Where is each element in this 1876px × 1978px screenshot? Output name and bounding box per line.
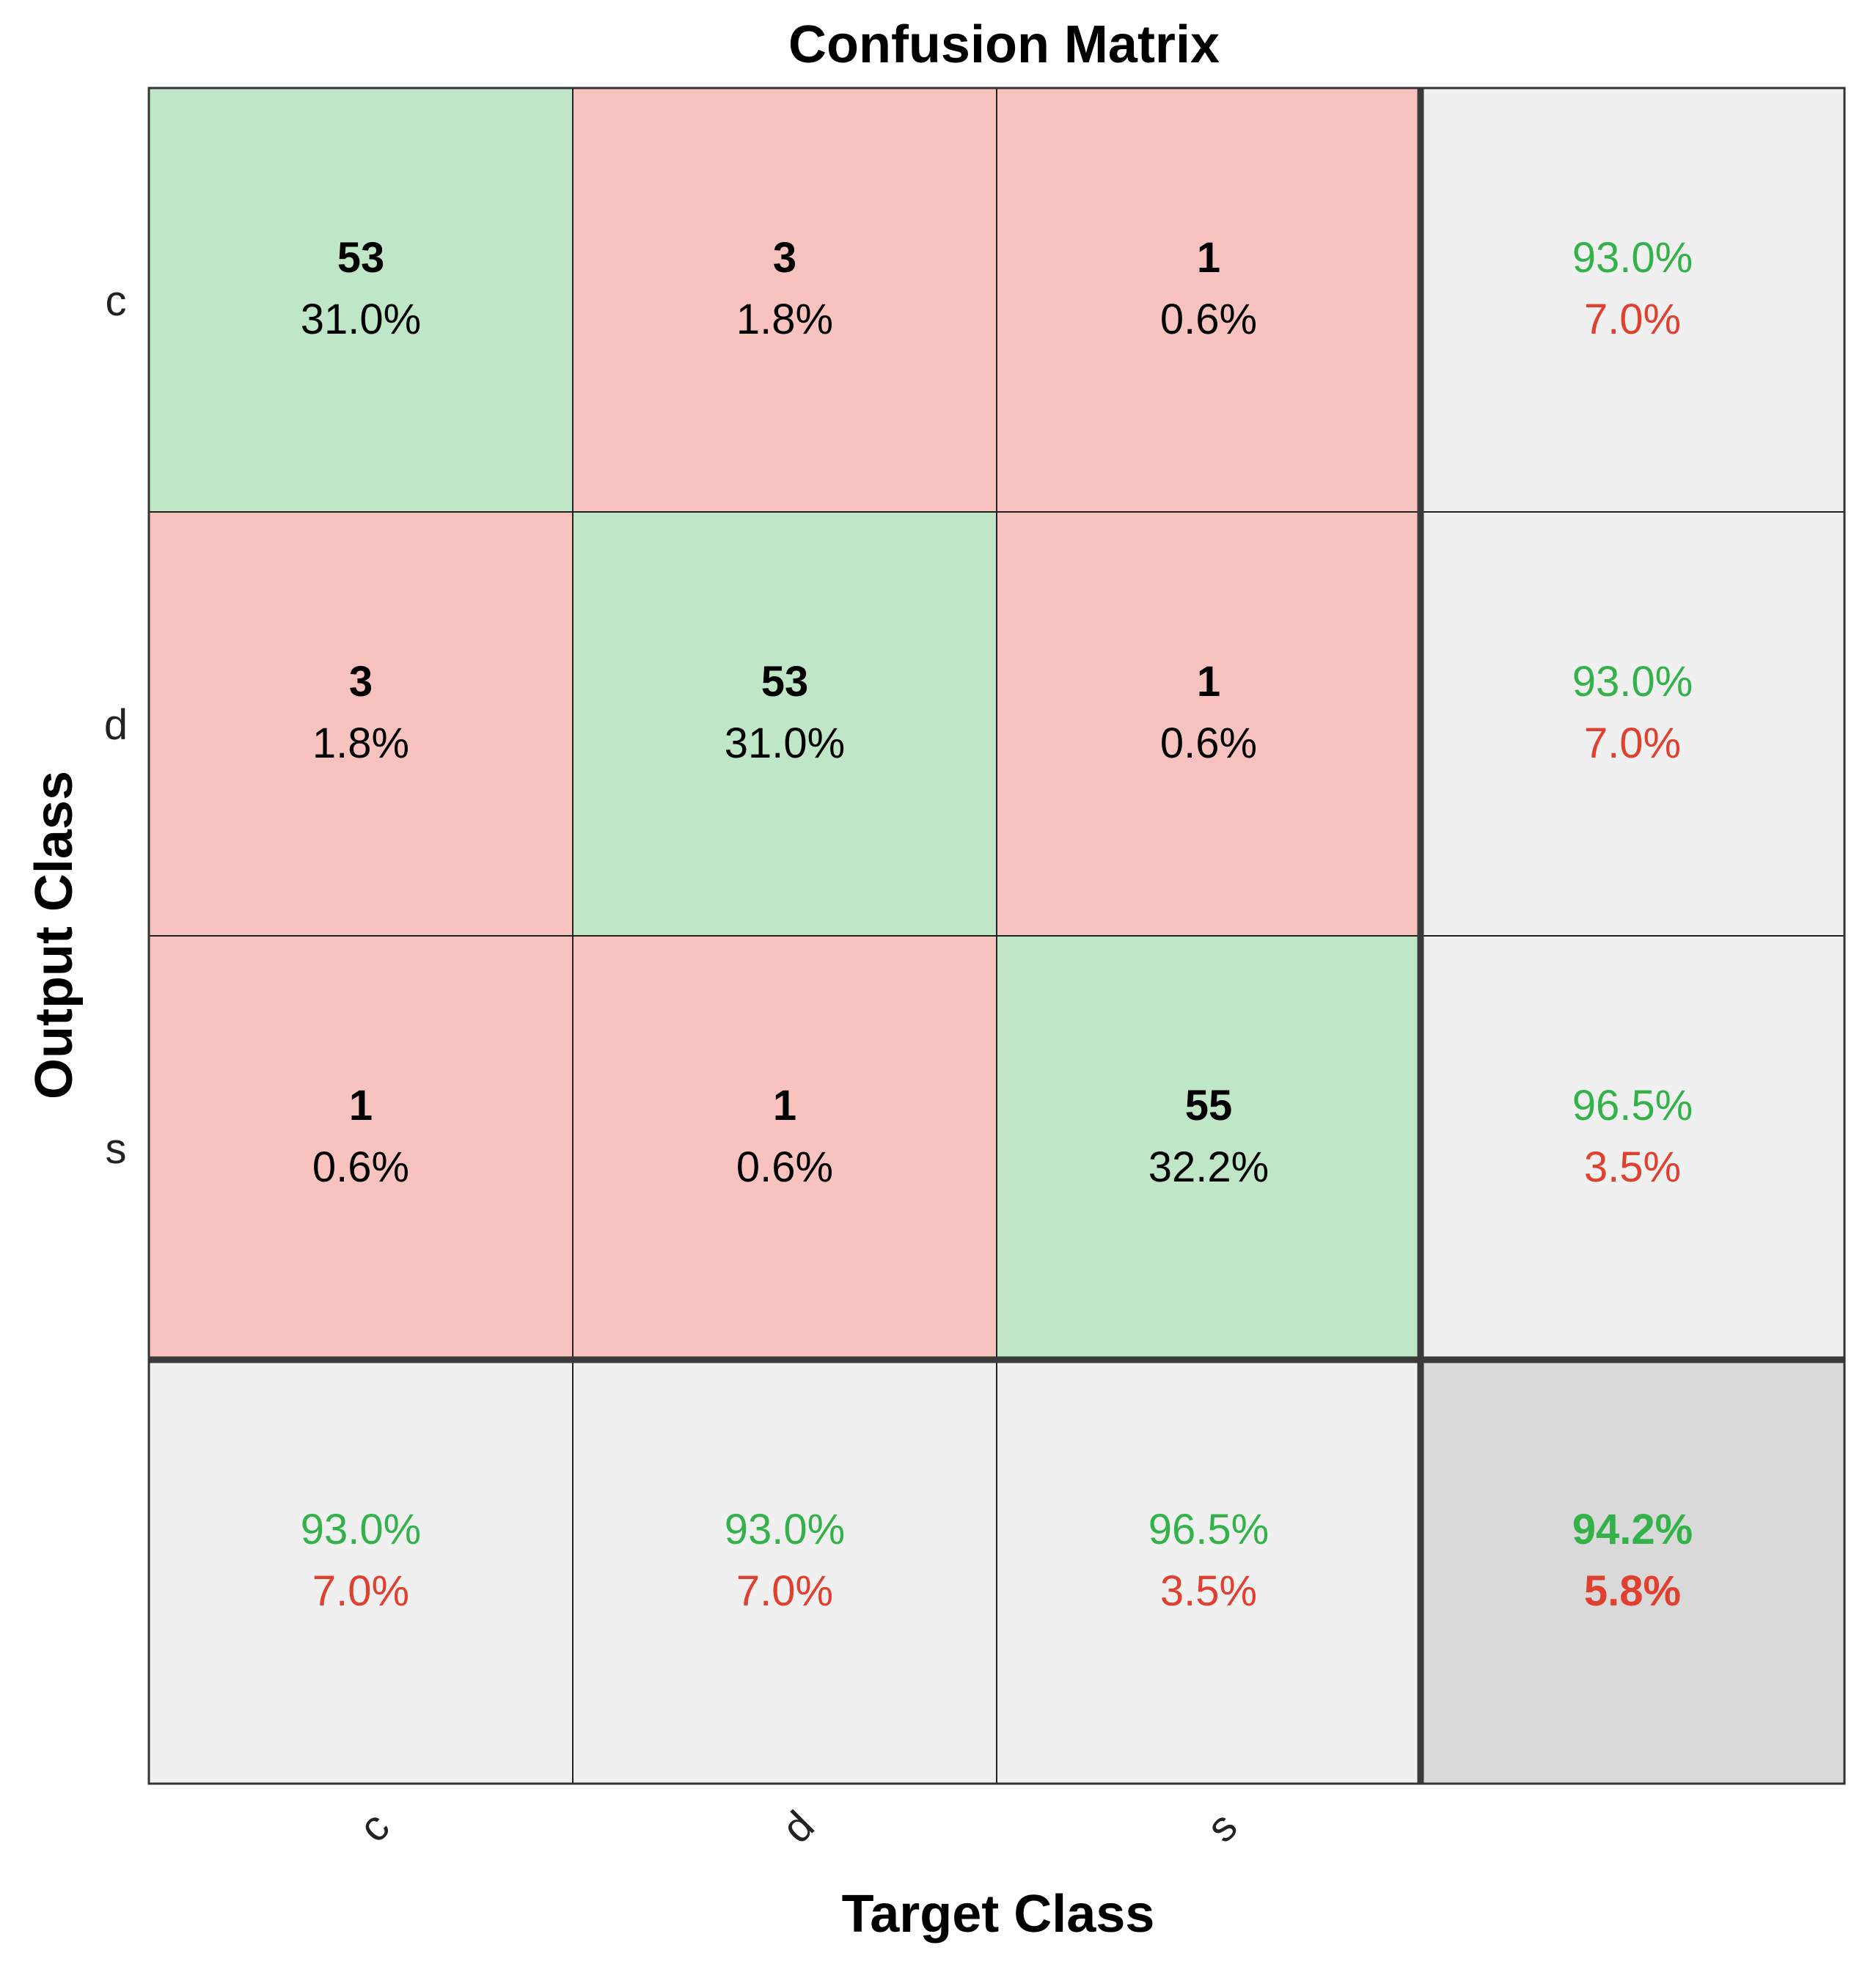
overall-incorrect: 5.8% bbox=[1584, 1567, 1681, 1615]
overall-summary-background bbox=[1421, 1360, 1844, 1784]
row-summary-incorrect: 7.0% bbox=[1584, 719, 1681, 767]
cell-count: 55 bbox=[1185, 1082, 1233, 1129]
row-tick-label: s bbox=[106, 1125, 127, 1173]
matrix-cell: 1 0.6% bbox=[149, 936, 573, 1360]
cell-percent: 31.0% bbox=[301, 296, 421, 343]
matrix-cell-background bbox=[149, 512, 573, 936]
col-summary-cell: 93.0% 7.0% bbox=[149, 1360, 573, 1784]
matrix-cell: 3 1.8% bbox=[573, 88, 997, 512]
cell-percent: 1.8% bbox=[736, 296, 833, 343]
row-summary-correct: 93.0% bbox=[1572, 658, 1693, 706]
row-summary-incorrect: 7.0% bbox=[1584, 296, 1681, 343]
overall-summary-cell: 94.2% 5.8% bbox=[1421, 1360, 1844, 1784]
cell-count: 53 bbox=[761, 658, 809, 706]
matrix-cell-background bbox=[573, 88, 997, 512]
cell-percent: 1.8% bbox=[312, 719, 409, 767]
cell-count: 1 bbox=[1197, 234, 1220, 282]
overall-correct: 94.2% bbox=[1572, 1506, 1693, 1553]
matrix-border bbox=[147, 87, 1846, 1785]
col-summary-correct: 96.5% bbox=[1148, 1506, 1269, 1553]
row-summary-cell: 93.0% 7.0% bbox=[1421, 88, 1844, 512]
col-summary-incorrect: 7.0% bbox=[736, 1567, 833, 1615]
row-summary-correct: 96.5% bbox=[1572, 1082, 1693, 1129]
matrix-cell: 1 0.6% bbox=[573, 936, 997, 1360]
cell-percent: 31.0% bbox=[725, 719, 845, 767]
col-summary-incorrect: 3.5% bbox=[1160, 1567, 1257, 1615]
matrix-cell: 55 32.2% bbox=[997, 936, 1421, 1360]
matrix-cell: 53 31.0% bbox=[149, 88, 573, 512]
row-summary-background bbox=[1421, 88, 1844, 512]
matrix-cell-background bbox=[997, 936, 1421, 1360]
y-axis-label: Output Class bbox=[25, 771, 84, 1099]
row-summary-correct: 93.0% bbox=[1572, 234, 1693, 282]
col-summary-correct: 93.0% bbox=[725, 1506, 845, 1553]
matrix-cell-background bbox=[573, 512, 997, 936]
col-summary-background bbox=[573, 1360, 997, 1784]
col-summary-cell: 93.0% 7.0% bbox=[573, 1360, 997, 1784]
matrix-cells: 5331.0%31.8%10.6%31.8%5331.0%10.6%10.6%1… bbox=[149, 88, 1844, 1784]
cell-count: 53 bbox=[337, 234, 385, 282]
col-summary-background bbox=[997, 1360, 1421, 1784]
row-tick-label: d bbox=[104, 701, 128, 749]
cell-percent: 0.6% bbox=[312, 1143, 409, 1191]
cell-count: 3 bbox=[349, 658, 373, 706]
matrix-cell-background bbox=[149, 936, 573, 1360]
row-summary-incorrect: 3.5% bbox=[1584, 1143, 1681, 1191]
cell-count: 3 bbox=[773, 234, 796, 282]
cell-percent: 0.6% bbox=[1160, 719, 1257, 767]
col-summary-background bbox=[149, 1360, 573, 1784]
matrix-cell-background bbox=[149, 88, 573, 512]
matrix-cell-background bbox=[997, 512, 1421, 936]
col-tick-label: c bbox=[350, 1803, 398, 1851]
row-tick-label: c bbox=[106, 277, 127, 325]
x-axis-label: Target Class bbox=[842, 1885, 1155, 1944]
row-summary-background bbox=[1421, 512, 1844, 936]
cell-percent: 0.6% bbox=[736, 1143, 833, 1191]
matrix-cell: 1 0.6% bbox=[997, 512, 1421, 936]
matrix-cell: 1 0.6% bbox=[997, 88, 1421, 512]
row-summary-cell: 93.0% 7.0% bbox=[1421, 512, 1844, 936]
chart-title: Confusion Matrix bbox=[788, 15, 1220, 74]
cell-count: 1 bbox=[773, 1082, 796, 1129]
col-tick-label: d bbox=[773, 1802, 824, 1853]
matrix-cell: 53 31.0% bbox=[573, 512, 997, 936]
matrix-grid bbox=[147, 87, 1846, 1785]
cell-count: 1 bbox=[1197, 658, 1220, 706]
matrix-cell: 3 1.8% bbox=[149, 512, 573, 936]
cell-percent: 0.6% bbox=[1160, 296, 1257, 343]
matrix-cell-background bbox=[997, 88, 1421, 512]
cell-count: 1 bbox=[349, 1082, 373, 1129]
col-summary-correct: 93.0% bbox=[301, 1506, 421, 1553]
cell-percent: 32.2% bbox=[1148, 1143, 1269, 1191]
col-tick-label: s bbox=[1198, 1803, 1246, 1851]
col-summary-incorrect: 7.0% bbox=[312, 1567, 409, 1615]
col-summary-cell: 96.5% 3.5% bbox=[997, 1360, 1421, 1784]
row-summary-background bbox=[1421, 936, 1844, 1360]
row-summary-cell: 96.5% 3.5% bbox=[1421, 936, 1844, 1360]
matrix-cell-background bbox=[573, 936, 997, 1360]
